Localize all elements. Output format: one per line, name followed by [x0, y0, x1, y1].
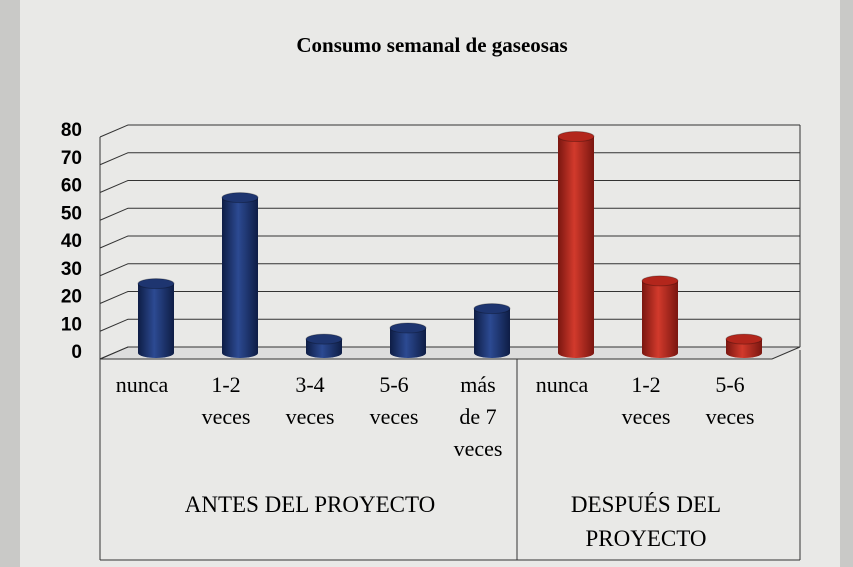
group-label: DESPUÉS DEL PROYECTO [570, 492, 722, 551]
bar [473, 303, 511, 358]
floor [99, 346, 801, 360]
x-tick-label: veces [202, 404, 251, 429]
y-tick-label: 60 [61, 176, 82, 197]
x-tick-label: veces [706, 404, 755, 429]
chart-title: Consumo semanal de gaseosas [296, 33, 567, 57]
group-label: ANTES DEL PROYECTO [184, 492, 436, 517]
bar [137, 278, 175, 358]
x-tick-label: veces [370, 404, 419, 429]
y-tick-label: 40 [61, 231, 82, 252]
bar [725, 333, 763, 358]
x-tick-label: veces [286, 404, 335, 429]
bar [557, 131, 595, 358]
y-tick-label: 30 [61, 259, 82, 280]
y-tick-label: 20 [61, 287, 82, 308]
x-tick-label: 1-2 [211, 372, 240, 397]
x-tick-label: nunca [536, 372, 589, 397]
x-tick-label: 3-4 [295, 372, 324, 397]
x-tick-label: de 7 [459, 404, 496, 429]
bar [305, 333, 343, 358]
x-tick-label: 5-6 [379, 372, 408, 397]
x-tick-label: 5-6 [715, 372, 744, 397]
y-tick-label: 0 [71, 342, 82, 363]
x-tick-label: nunca [116, 372, 169, 397]
bar [641, 275, 679, 358]
x-tick-label: veces [622, 404, 671, 429]
y-tick-label: 50 [61, 203, 82, 224]
grid-line [99, 124, 800, 138]
y-tick-label: 10 [61, 314, 82, 335]
x-tick-label: veces [454, 436, 503, 461]
y-tick-label: 80 [61, 120, 82, 141]
x-tick-label: 1-2 [631, 372, 660, 397]
bar [389, 322, 427, 358]
x-tick-label: más [460, 372, 495, 397]
bar [221, 192, 259, 358]
y-tick-label: 70 [61, 148, 82, 169]
